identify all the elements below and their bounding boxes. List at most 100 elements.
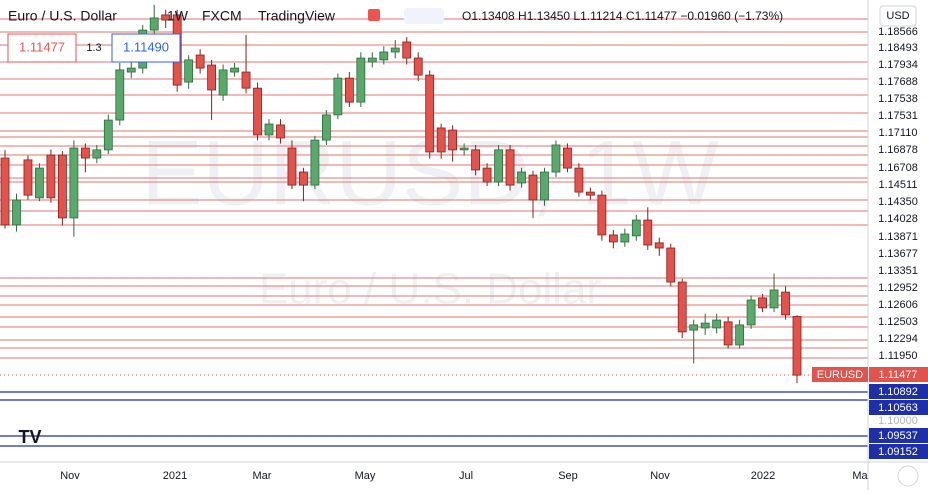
candle-body xyxy=(276,124,285,139)
candle-body xyxy=(321,114,331,141)
candle-body xyxy=(471,149,481,171)
candle-body xyxy=(700,322,710,329)
logo[interactable]: TV xyxy=(18,427,41,447)
price-label: 1.16708 xyxy=(878,162,918,174)
candle-body xyxy=(712,319,722,329)
candle-body xyxy=(689,324,699,331)
candle-body xyxy=(654,242,664,249)
price-label: 1.12606 xyxy=(878,299,918,311)
candle-body xyxy=(758,297,767,309)
x-label: 2022 xyxy=(751,470,775,482)
x-label: Jul xyxy=(459,470,473,482)
header-ohlc: O1.13408 H1.13450 L1.11214 C1.11477 −0.0… xyxy=(462,9,783,23)
price-label: 1.12294 xyxy=(878,333,918,345)
candle-body xyxy=(218,69,228,96)
candle-body xyxy=(207,64,217,91)
indicator-toggle[interactable] xyxy=(404,8,444,24)
candle-body xyxy=(735,324,745,346)
candle-body xyxy=(344,77,354,103)
x-label: 2021 xyxy=(163,470,187,482)
x-label: Nov xyxy=(650,470,670,482)
candle-body xyxy=(126,67,136,73)
x-label: Nov xyxy=(60,470,80,482)
candle-body xyxy=(448,129,458,151)
candle-body xyxy=(12,199,21,226)
price-label: 1.16878 xyxy=(878,144,918,156)
price-label: 1.09152 xyxy=(878,446,918,458)
candle-body xyxy=(115,69,125,121)
last-price-tag xyxy=(869,367,928,382)
price-label: 1.10892 xyxy=(878,386,918,398)
sell-price: 1.11477 xyxy=(19,39,65,54)
candle-body xyxy=(597,194,607,236)
currency-select[interactable] xyxy=(879,5,917,27)
price-tag xyxy=(869,384,928,399)
candle-body xyxy=(184,59,194,83)
price-label: 1.13351 xyxy=(878,265,918,277)
price-label: 1.17531 xyxy=(878,110,918,122)
price-label: 1.14028 xyxy=(878,213,918,225)
candle-body xyxy=(149,17,159,31)
candle-body xyxy=(23,159,33,196)
price-label: 1.13677 xyxy=(878,248,918,260)
price-label: 1.12952 xyxy=(878,282,918,294)
candle-body xyxy=(620,233,630,243)
price-tag xyxy=(869,444,928,459)
price-label: 1.10563 xyxy=(878,402,918,414)
candle-body xyxy=(402,41,412,59)
header-symbol: Euro / U.S. Dollar xyxy=(8,8,117,24)
candle-body xyxy=(57,154,67,219)
price-label: 1.18493 xyxy=(878,42,918,54)
settings-button[interactable] xyxy=(897,465,919,487)
candle-body xyxy=(505,149,515,186)
currency: USD xyxy=(886,10,909,22)
price-label: 1.09537 xyxy=(878,430,918,442)
candle-body xyxy=(517,171,526,184)
candle-body xyxy=(436,127,446,153)
candle-body xyxy=(299,171,308,186)
candle-body xyxy=(574,167,584,193)
candle-body xyxy=(310,139,320,186)
buy-box[interactable] xyxy=(111,33,181,63)
last-price: 1.11477 xyxy=(879,369,918,381)
candle-body xyxy=(46,154,56,199)
x-label: Mar xyxy=(253,470,272,482)
header-source: FXCM xyxy=(202,8,242,24)
price-label: 1.12503 xyxy=(878,316,918,328)
candle-body xyxy=(333,77,343,116)
candle-body xyxy=(92,149,102,159)
candle-body xyxy=(746,299,756,326)
price-label: 1.17934 xyxy=(878,59,918,71)
candle-body xyxy=(540,171,549,201)
candle-body xyxy=(69,147,79,219)
grid-price: 1.10000 xyxy=(878,415,918,427)
price-label: 1.17688 xyxy=(878,76,918,88)
candle-body xyxy=(459,147,469,151)
sell-box[interactable] xyxy=(7,33,77,63)
status-dot[interactable] xyxy=(368,9,380,21)
symbol-tag-text: EURUSD xyxy=(817,369,864,381)
candle-body xyxy=(35,167,44,199)
candle-body xyxy=(413,57,423,76)
candle-body xyxy=(631,219,641,237)
candle-body xyxy=(367,57,377,63)
candle-body xyxy=(643,219,653,246)
candle-body xyxy=(792,316,802,376)
price-label: 1.13871 xyxy=(878,231,918,243)
candle-body xyxy=(253,87,262,136)
candle-body xyxy=(723,321,733,346)
price-label: 1.14350 xyxy=(878,196,918,208)
candle-body xyxy=(230,67,239,73)
symbol-tag xyxy=(812,367,868,382)
price-label: 1.17110 xyxy=(879,127,918,139)
spread: 1.3 xyxy=(86,42,101,54)
candle-body xyxy=(264,123,274,136)
price-tag xyxy=(869,428,928,443)
candle-body xyxy=(356,57,366,103)
candle-body xyxy=(195,54,205,69)
buy-price: 1.11490 xyxy=(123,39,169,54)
candle-body xyxy=(161,14,171,21)
watermark-name: Euro / U.S. Dollar xyxy=(259,265,601,314)
candle-body xyxy=(781,291,790,316)
